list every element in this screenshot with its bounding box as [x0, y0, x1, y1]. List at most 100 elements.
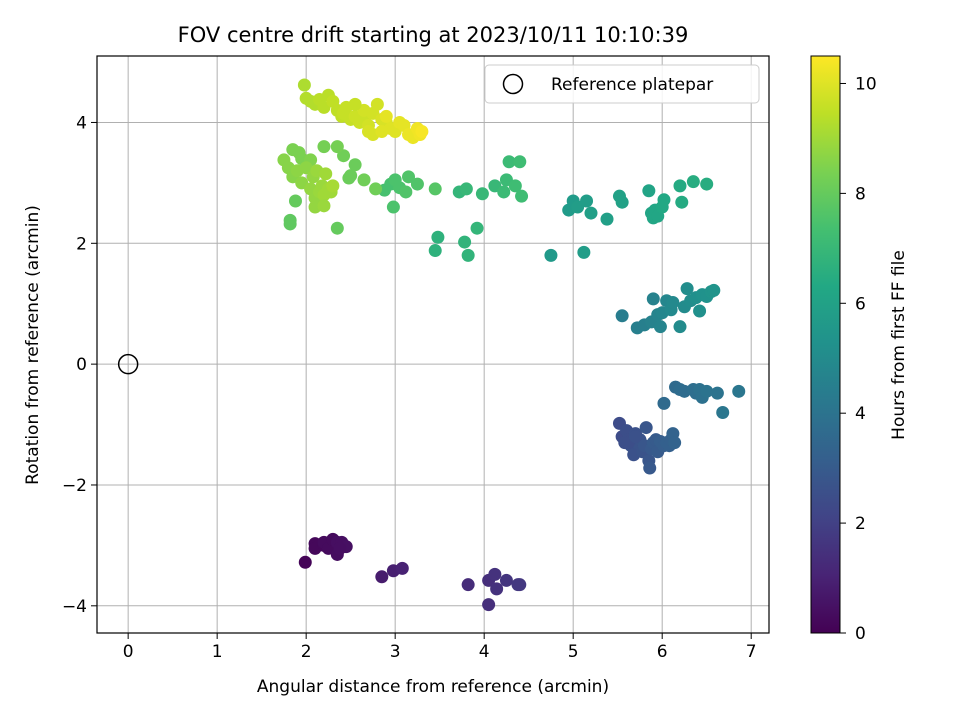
- data-point: [673, 320, 687, 334]
- data-point: [653, 320, 667, 334]
- colorbar: [811, 56, 840, 633]
- data-point: [375, 570, 389, 584]
- data-point: [497, 185, 511, 199]
- data-point: [502, 155, 516, 169]
- data-point: [668, 436, 682, 450]
- plot-frame: [96, 55, 770, 634]
- x-tick-label: 0: [123, 642, 134, 662]
- data-point: [292, 146, 306, 160]
- y-tick-label: −4: [62, 597, 87, 617]
- colorbar-label: Hours from first FF file: [889, 250, 909, 440]
- data-point: [317, 140, 331, 154]
- data-point: [490, 582, 504, 596]
- data-point: [657, 396, 671, 410]
- data-point: [710, 386, 724, 400]
- data-point: [399, 185, 413, 199]
- data-point: [513, 155, 527, 169]
- data-point: [732, 384, 746, 398]
- data-point: [428, 244, 442, 258]
- data-point: [344, 169, 358, 183]
- x-axis-ticks: 0 1 2 3 4 5 6 7: [123, 633, 757, 662]
- data-point: [283, 213, 297, 227]
- legend-label: Reference platepar: [551, 75, 713, 95]
- chart-title: FOV centre drift starting at 2023/10/11 …: [178, 23, 689, 47]
- data-point: [348, 158, 362, 172]
- data-point: [615, 195, 629, 209]
- data-point: [357, 173, 371, 187]
- data-point: [508, 179, 522, 193]
- data-point: [470, 221, 484, 235]
- x-axis-label: Angular distance from reference (arcmin): [257, 677, 609, 697]
- data-point: [577, 245, 591, 259]
- data-point: [317, 199, 331, 213]
- data-point: [646, 292, 660, 306]
- x-tick-label: 5: [568, 642, 579, 662]
- y-axis-label: Rotation from reference (arcmin): [23, 205, 43, 485]
- data-point: [475, 187, 489, 201]
- data-point: [707, 283, 721, 297]
- data-point: [686, 175, 700, 189]
- y-tick-label: 2: [76, 234, 87, 254]
- data-point: [288, 194, 302, 208]
- data-point: [643, 461, 657, 475]
- data-point: [410, 177, 424, 191]
- data-points: [277, 78, 746, 612]
- data-point: [415, 125, 429, 139]
- data-point: [584, 206, 598, 220]
- data-point: [693, 304, 707, 318]
- data-point: [459, 182, 473, 196]
- y-tick-label: 4: [76, 113, 87, 133]
- data-point: [458, 235, 472, 249]
- colorbar-tick-label: 8: [855, 184, 866, 204]
- data-point: [515, 189, 529, 203]
- colorbar-frame: [810, 55, 841, 634]
- data-point: [431, 230, 445, 244]
- legend-box: [484, 64, 760, 104]
- x-tick-label: 7: [746, 642, 757, 662]
- colorbar-ticks: 0 2 4 6 8 10: [840, 74, 877, 644]
- colorbar-tick-label: 6: [855, 294, 866, 314]
- data-point: [461, 248, 475, 262]
- legend: Reference platepar: [484, 64, 760, 104]
- x-tick-label: 6: [657, 642, 668, 662]
- legend-marker: [502, 73, 524, 95]
- data-point: [580, 194, 594, 208]
- y-tick-label: −2: [62, 476, 87, 496]
- data-point: [628, 430, 642, 444]
- data-point: [700, 177, 714, 191]
- data-point: [716, 405, 730, 419]
- data-point: [326, 179, 340, 193]
- data-point: [333, 541, 347, 555]
- y-tick-label: 0: [76, 355, 87, 375]
- colorbar-tick-label: 0: [855, 624, 866, 644]
- data-point: [600, 212, 614, 226]
- data-point: [370, 97, 384, 111]
- data-point: [402, 170, 416, 184]
- data-point: [395, 561, 409, 575]
- colorbar-tick-label: 2: [855, 514, 866, 534]
- data-point: [642, 184, 656, 198]
- data-point: [675, 195, 689, 209]
- data-point: [461, 578, 475, 592]
- data-point: [488, 567, 502, 581]
- data-point: [348, 97, 362, 111]
- y-axis-ticks: −4 −2 0 2 4: [62, 113, 97, 617]
- colorbar-tick-label: 10: [855, 74, 877, 94]
- data-point: [700, 384, 714, 398]
- data-point: [297, 78, 311, 92]
- data-point: [319, 167, 333, 181]
- data-point: [298, 555, 312, 569]
- data-point: [615, 309, 629, 323]
- data-point: [657, 193, 671, 207]
- x-tick-label: 1: [212, 642, 223, 662]
- data-point: [337, 149, 351, 163]
- data-point: [673, 179, 687, 193]
- data-point: [386, 200, 400, 214]
- data-point: [330, 221, 344, 235]
- data-point: [330, 140, 344, 154]
- data-point: [499, 573, 513, 587]
- reference-point: [117, 353, 139, 375]
- data-point: [428, 182, 442, 196]
- data-point: [544, 248, 558, 262]
